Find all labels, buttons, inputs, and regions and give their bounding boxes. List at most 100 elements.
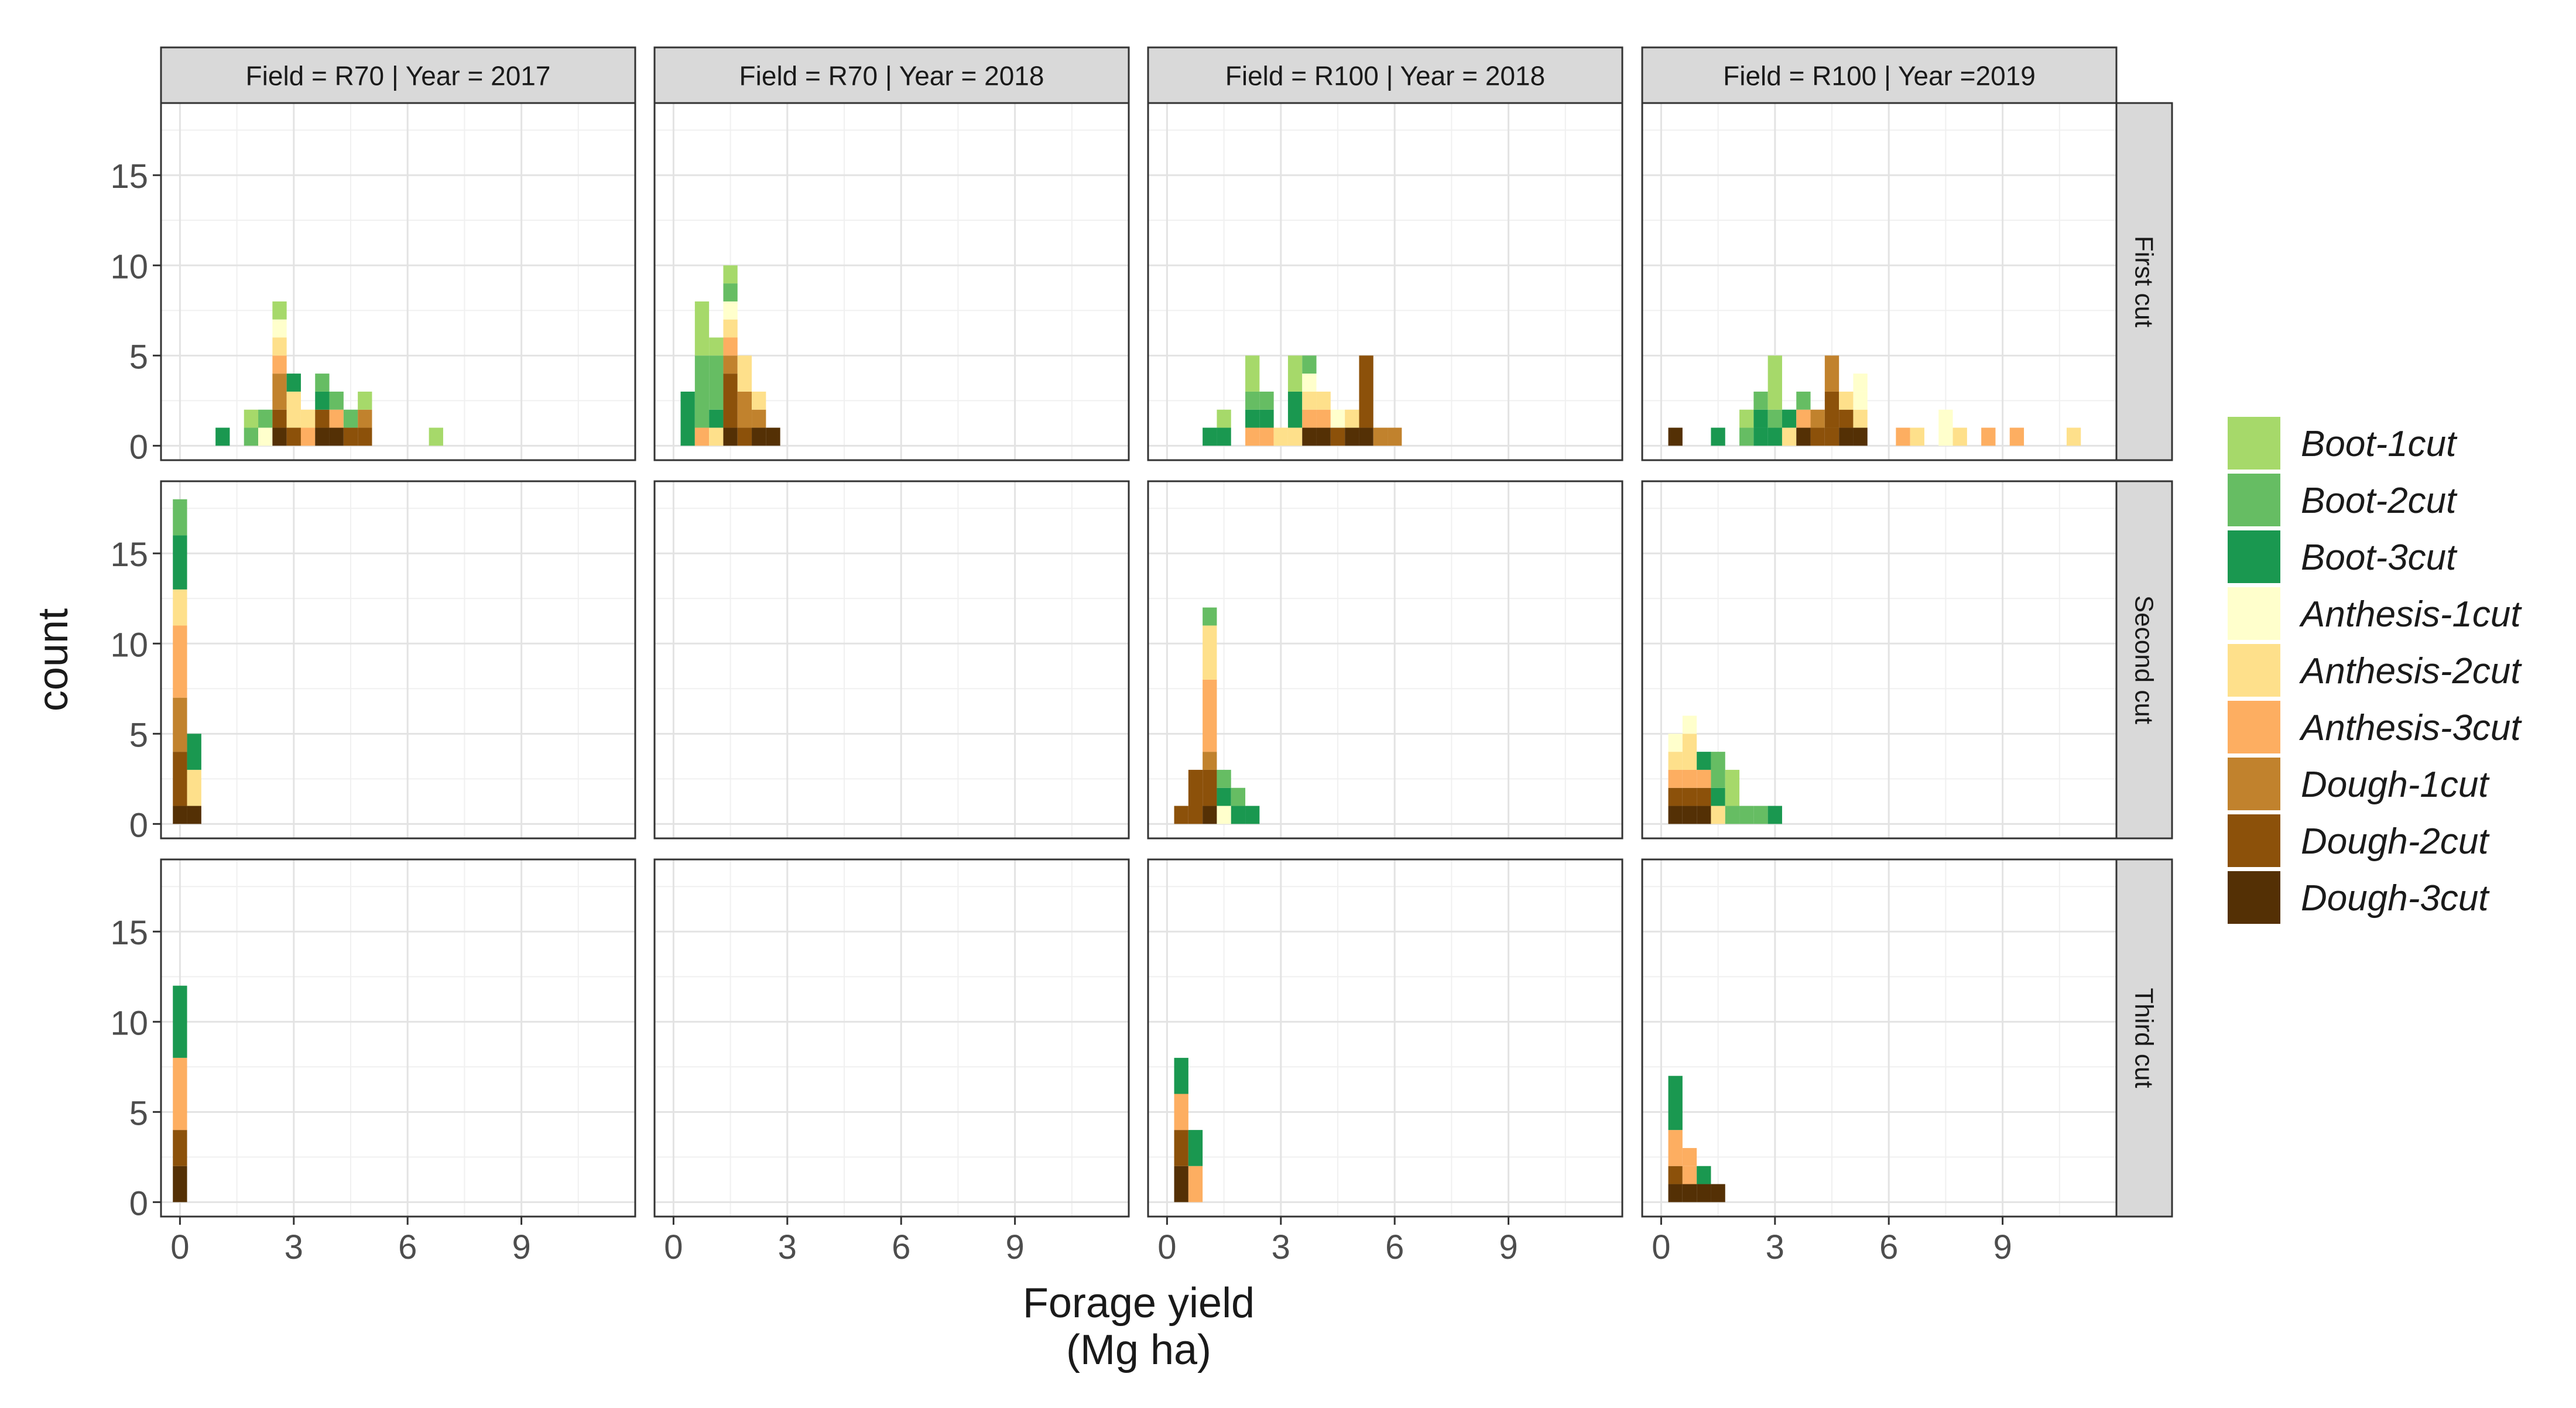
histogram-bar xyxy=(358,427,372,446)
histogram-bar xyxy=(694,301,710,356)
histogram-bar xyxy=(329,391,344,410)
histogram-bar xyxy=(1388,427,1402,446)
histogram-bar xyxy=(173,752,187,806)
histogram-bar xyxy=(1174,1130,1188,1166)
facet-strip-col-3 xyxy=(1147,46,1623,104)
histogram-bar xyxy=(272,337,287,356)
histogram-bar xyxy=(1359,355,1373,428)
y-tick-label: 10 xyxy=(110,1004,148,1042)
histogram-bar xyxy=(1231,787,1246,806)
histogram-bar xyxy=(1259,409,1274,428)
y-tick-label: 5 xyxy=(129,338,148,376)
legend-label-D2: Dough-2cut xyxy=(2301,821,2490,862)
x-tick-label: 9 xyxy=(512,1228,530,1266)
histogram-bar xyxy=(1203,806,1217,824)
histogram-bar xyxy=(1302,355,1317,374)
histogram-bar xyxy=(1810,409,1825,428)
legend-label-A3: Anthesis-3cut xyxy=(2298,708,2522,748)
histogram-bar xyxy=(1245,806,1260,824)
histogram-bar xyxy=(1345,409,1359,428)
histogram-bar xyxy=(1259,427,1274,446)
histogram-bar xyxy=(1824,391,1839,428)
panel-border-r3-c3 xyxy=(1147,858,1623,1218)
legend-label-D3: Dough-3cut xyxy=(2301,878,2490,919)
histogram-bar xyxy=(173,499,187,536)
x-tick-label: 0 xyxy=(1652,1228,1670,1266)
panel-bg-r2-c2 xyxy=(655,481,1129,838)
panel-bg-r3-c2 xyxy=(655,859,1129,1217)
y-tick-label: 0 xyxy=(129,428,148,466)
histogram-bar xyxy=(1668,806,1683,824)
histogram-bar xyxy=(173,985,187,1058)
histogram-bar xyxy=(1302,391,1317,410)
facet-strip-col-1 xyxy=(160,46,636,104)
histogram-bar xyxy=(244,409,259,428)
histogram-bar xyxy=(1782,427,1797,446)
histogram-bar xyxy=(1217,409,1231,428)
panel-border-r2-c3 xyxy=(1147,480,1623,840)
histogram-bar xyxy=(723,301,738,320)
histogram-bar xyxy=(1725,769,1740,806)
histogram-bar xyxy=(723,283,738,302)
y-tick-label: 10 xyxy=(110,248,148,286)
histogram-bar xyxy=(752,409,766,428)
histogram-bar xyxy=(723,337,738,356)
histogram-bar xyxy=(1217,769,1231,788)
histogram-bar xyxy=(709,337,724,356)
panel-border-r2-c2 xyxy=(653,480,1130,840)
histogram-bar xyxy=(723,319,738,338)
x-tick-label: 6 xyxy=(1385,1228,1404,1266)
histogram-bar xyxy=(709,409,724,428)
histogram-bar xyxy=(173,1166,187,1203)
histogram-bar xyxy=(173,625,187,698)
histogram-bar xyxy=(1203,752,1217,770)
histogram-bar xyxy=(1739,409,1754,428)
histogram-bar xyxy=(1330,409,1345,428)
histogram-bar xyxy=(300,409,316,428)
panel-bg-r1-c1 xyxy=(161,103,635,460)
histogram-bar xyxy=(1682,787,1697,806)
histogram-bar xyxy=(215,427,230,446)
histogram-bar xyxy=(1753,806,1768,824)
histogram-bar xyxy=(173,1057,187,1130)
legend-key-D3 xyxy=(2228,871,2280,924)
histogram-bar xyxy=(1174,1094,1188,1130)
histogram-bar xyxy=(1796,409,1811,428)
histogram-bar xyxy=(1767,427,1782,446)
histogram-bar xyxy=(1245,391,1260,410)
histogram-bar xyxy=(1217,806,1231,824)
histogram-bar xyxy=(315,374,330,392)
histogram-bar xyxy=(737,355,752,392)
histogram-bar xyxy=(244,427,259,446)
legend-label-A1: Anthesis-1cut xyxy=(2298,594,2522,635)
histogram-bar xyxy=(1682,1184,1697,1203)
histogram-bar xyxy=(1203,427,1217,446)
histogram-bar xyxy=(1682,715,1697,734)
histogram-bar xyxy=(272,427,287,446)
histogram-bar xyxy=(1682,1166,1697,1184)
histogram-bar xyxy=(187,806,201,824)
histogram-bar xyxy=(173,589,187,626)
histogram-bar xyxy=(1273,427,1288,446)
histogram-bar xyxy=(173,1130,187,1166)
histogram-bar xyxy=(1287,391,1303,428)
histogram-bar xyxy=(187,734,201,770)
histogram-bar xyxy=(1767,806,1782,824)
histogram-bar xyxy=(1316,427,1331,446)
histogram-bar xyxy=(1810,427,1825,446)
facet-strip-row-label-1: First cut xyxy=(2130,236,2159,327)
panel-border-r3-c2 xyxy=(653,858,1130,1218)
y-tick-label: 10 xyxy=(110,626,148,664)
histogram-bar xyxy=(1952,427,1967,446)
legend-key-A3 xyxy=(2228,701,2280,753)
histogram-bar xyxy=(1188,1130,1203,1166)
histogram-bar xyxy=(329,409,344,428)
histogram-bar xyxy=(329,427,344,446)
legend-label-B3: Boot-3cut xyxy=(2301,537,2458,578)
histogram-bar xyxy=(1682,806,1697,824)
histogram-bar xyxy=(1682,769,1697,788)
legend-label-B2: Boot-2cut xyxy=(2301,481,2458,521)
facet-strip-col-4 xyxy=(1641,46,2118,104)
histogram-bar xyxy=(1753,391,1768,410)
